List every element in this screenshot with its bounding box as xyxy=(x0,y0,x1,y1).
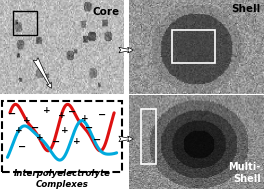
Text: −: − xyxy=(98,110,106,120)
Text: −: − xyxy=(18,142,26,151)
Bar xyxy=(13,11,37,35)
Text: −: − xyxy=(85,123,93,132)
Text: Interpolyelectrolyte
Complexes: Interpolyelectrolyte Complexes xyxy=(13,169,111,189)
Text: Multi-
Shell: Multi- Shell xyxy=(228,162,261,184)
Text: +: + xyxy=(36,132,44,142)
Text: −: − xyxy=(68,107,76,116)
Text: Core: Core xyxy=(93,7,120,17)
Text: +: + xyxy=(58,111,66,120)
Text: −: − xyxy=(93,135,101,145)
Text: −: − xyxy=(52,137,60,147)
Text: −: − xyxy=(8,108,16,118)
Text: +: + xyxy=(15,126,22,135)
Text: +: + xyxy=(23,116,31,125)
Text: +: + xyxy=(73,137,81,146)
Text: Shell: Shell xyxy=(231,5,261,14)
Bar xyxy=(172,30,215,63)
Bar xyxy=(140,109,156,164)
Text: +: + xyxy=(61,126,68,135)
Text: +: + xyxy=(81,114,88,123)
Text: +: + xyxy=(43,106,51,115)
Bar xyxy=(2,101,122,172)
Text: −: − xyxy=(31,123,39,132)
